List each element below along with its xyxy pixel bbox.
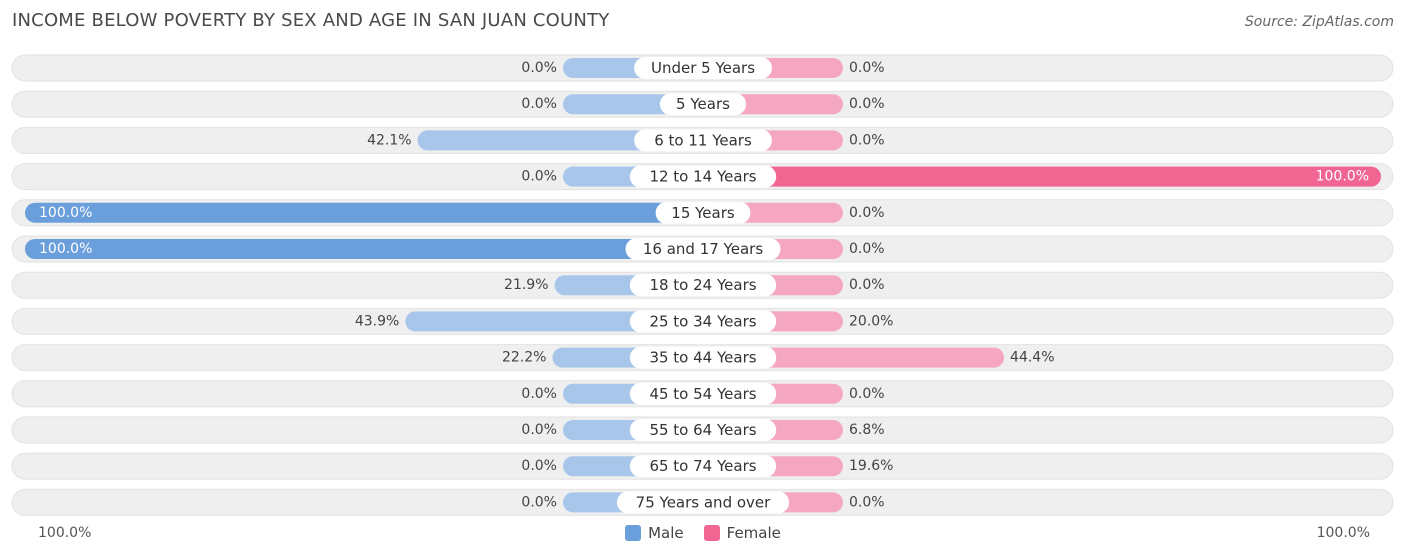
female-value-label: 0.0% bbox=[849, 205, 885, 221]
male-value-label: 100.0% bbox=[39, 241, 92, 257]
female-value-label: 0.0% bbox=[849, 96, 885, 112]
legend-swatch-female bbox=[704, 525, 720, 541]
male-value-label: 0.0% bbox=[521, 386, 557, 402]
chart-row: 0.0% 0.0% 45 to 54 Years bbox=[12, 381, 1393, 407]
category-label: 35 to 44 Years bbox=[649, 349, 756, 367]
category-label: 16 and 17 Years bbox=[643, 240, 763, 258]
male-value-label: 43.9% bbox=[355, 313, 399, 329]
chart-row: 100.0% 0.0% 16 and 17 Years bbox=[12, 236, 1393, 262]
male-value-label: 21.9% bbox=[504, 277, 548, 293]
female-value-label: 0.0% bbox=[849, 494, 885, 510]
legend: Male Female bbox=[0, 524, 1406, 542]
male-value-label: 0.0% bbox=[521, 60, 557, 76]
chart-row: 0.0% 19.6% 65 to 74 Years bbox=[12, 453, 1393, 479]
chart-row: 0.0% 0.0% Under 5 Years bbox=[12, 55, 1393, 81]
female-value-label: 0.0% bbox=[849, 277, 885, 293]
chart-area: 0.0% 0.0% Under 5 Years 0.0% 0.0% 5 Years 42.1… bbox=[0, 0, 1406, 520]
category-label: 75 Years and over bbox=[636, 493, 771, 511]
male-value-label: 0.0% bbox=[521, 458, 557, 474]
chart-row: 0.0% 0.0% 75 Years and over bbox=[12, 489, 1393, 515]
chart-row: 42.1% 0.0% 6 to 11 Years bbox=[12, 127, 1393, 153]
legend-item-female[interactable]: Female bbox=[704, 524, 781, 542]
chart-row: 21.9% 0.0% 18 to 24 Years bbox=[12, 272, 1393, 298]
female-bar bbox=[703, 167, 1381, 187]
female-value-label: 0.0% bbox=[849, 60, 885, 76]
male-bar bbox=[25, 239, 703, 259]
legend-label-male: Male bbox=[648, 524, 684, 542]
male-value-label: 0.0% bbox=[521, 494, 557, 510]
category-label: 15 Years bbox=[671, 204, 735, 222]
female-value-label: 44.4% bbox=[1010, 350, 1054, 366]
female-value-label: 6.8% bbox=[849, 422, 885, 438]
male-value-label: 0.0% bbox=[521, 96, 557, 112]
category-label: 65 to 74 Years bbox=[649, 457, 756, 475]
male-bar bbox=[25, 203, 703, 223]
female-value-label: 0.0% bbox=[849, 241, 885, 257]
chart-row: 0.0% 100.0% 12 to 14 Years bbox=[12, 164, 1393, 190]
female-value-label: 19.6% bbox=[849, 458, 893, 474]
female-value-label: 0.0% bbox=[849, 132, 885, 148]
legend-label-female: Female bbox=[727, 524, 781, 542]
category-label: Under 5 Years bbox=[651, 59, 755, 77]
chart-row: 0.0% 6.8% 55 to 64 Years bbox=[12, 417, 1393, 443]
category-label: 45 to 54 Years bbox=[649, 385, 756, 403]
chart-row: 0.0% 0.0% 5 Years bbox=[12, 91, 1393, 117]
category-label: 55 to 64 Years bbox=[649, 421, 756, 439]
category-label: 25 to 34 Years bbox=[649, 312, 756, 330]
chart-row: 22.2% 44.4% 35 to 44 Years bbox=[12, 345, 1393, 371]
male-value-label: 42.1% bbox=[367, 132, 411, 148]
category-label: 6 to 11 Years bbox=[654, 131, 752, 149]
female-value-label: 20.0% bbox=[849, 313, 893, 329]
chart-row: 43.9% 20.0% 25 to 34 Years bbox=[12, 308, 1393, 334]
category-label: 5 Years bbox=[676, 95, 730, 113]
male-value-label: 22.2% bbox=[502, 350, 546, 366]
legend-swatch-male bbox=[625, 525, 641, 541]
female-value-label: 100.0% bbox=[1316, 169, 1369, 185]
male-value-label: 0.0% bbox=[521, 422, 557, 438]
male-value-label: 100.0% bbox=[39, 205, 92, 221]
category-label: 12 to 14 Years bbox=[649, 168, 756, 186]
legend-item-male[interactable]: Male bbox=[625, 524, 684, 542]
female-value-label: 0.0% bbox=[849, 386, 885, 402]
male-value-label: 0.0% bbox=[521, 169, 557, 185]
chart-row: 100.0% 0.0% 15 Years bbox=[12, 200, 1393, 226]
category-label: 18 to 24 Years bbox=[649, 276, 756, 294]
